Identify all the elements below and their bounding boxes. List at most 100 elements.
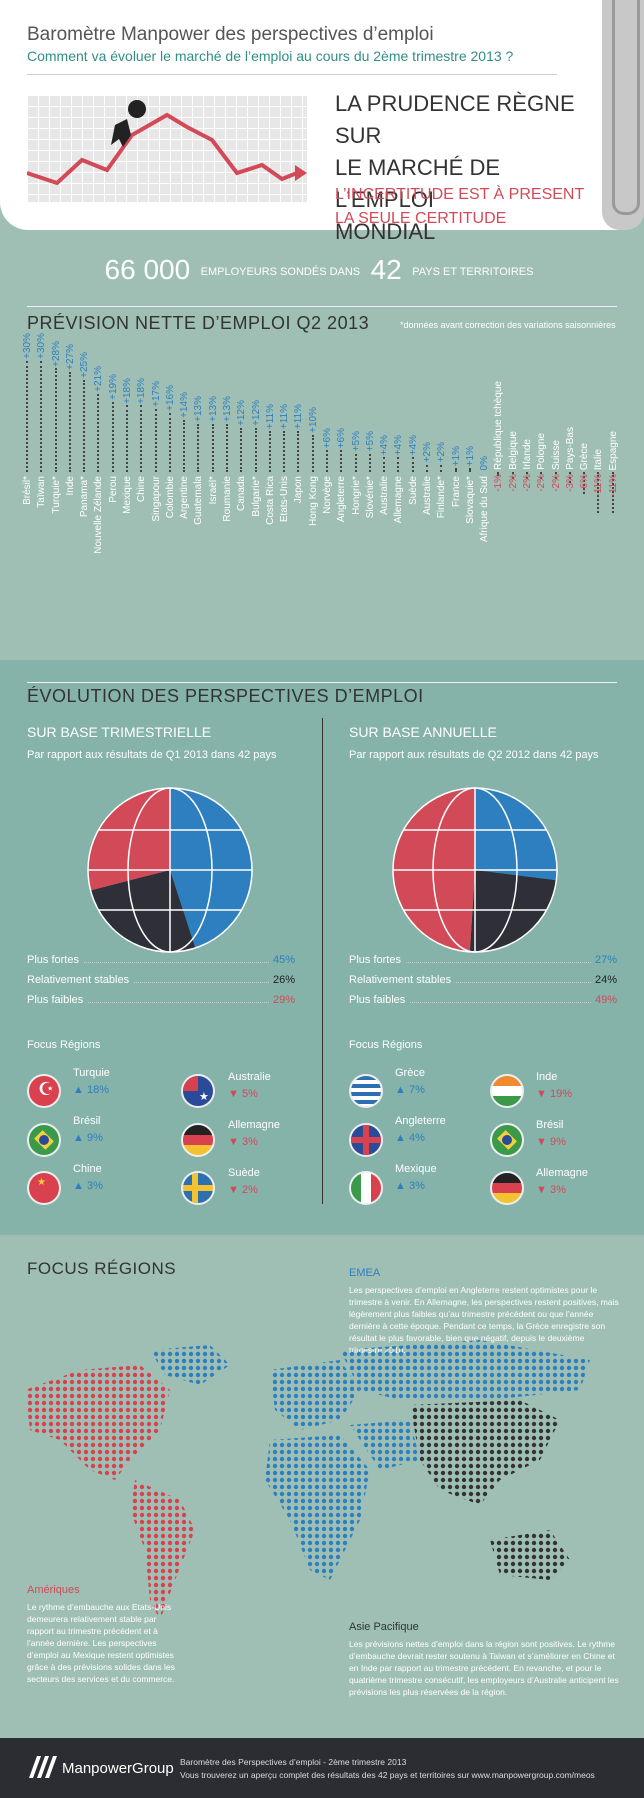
bar-column: 0% Afrique du Sud [479,340,492,640]
bar-value-label: +21% [93,366,105,393]
bar [540,472,544,480]
bar-column: +4% Allemagne [393,340,406,640]
bar-value-label: +19% [107,373,119,400]
focus-value: ▼ 2% [228,1184,258,1196]
bar-column: +5% Hongrie* [351,340,364,640]
focus-country: Chine [73,1163,102,1175]
bar-value-label: +4% [407,434,419,456]
bar-value-label: +6% [322,427,333,448]
bar-column: +14% Argentine [179,340,192,640]
bar-column: -2% Pologne [536,340,549,640]
legend-value: 26% [268,974,295,986]
globe-grid [392,787,558,953]
bar-category-label: Norvège [322,476,333,514]
apac-text: Les prévisions nettes d’emploi dans la r… [349,1639,619,1697]
bar-column: -11% Espagne [608,340,621,640]
forecast-title: PRÉVISION NETTE D’EMPLOI Q2 2013 [27,313,370,333]
bar-column: +27% Inde [65,340,78,640]
dot-leader [349,962,597,963]
bar-column: +10% Hong Kong [308,340,321,640]
footer-line: Vous trouverez un aperçu complet des rés… [180,1770,595,1780]
bar [226,423,230,472]
europe-dots [270,1360,360,1430]
focus-country: Grèce [395,1067,425,1079]
bar-value-label: +10% [307,407,319,433]
china-flag-icon: ★ [27,1171,61,1205]
bar-category-label: Finlande* [436,476,448,519]
bar [26,361,30,472]
middle-east-dots [350,1420,420,1470]
bar-column: +4% Suède [408,340,421,640]
bar-column: -3% Pays-Bas [565,340,578,640]
focus-country: Brésil [536,1119,564,1131]
emea-title: EMEA [349,1267,381,1279]
bar-column: +17% Singapour [151,340,164,640]
bar-category-label: Australie [422,476,433,515]
bar-column: +12% Canada [236,340,249,640]
bar [254,427,259,472]
bar-category-label: Perou [107,476,119,503]
bar-category-label: Italie [593,448,605,470]
bar-category-label: Slovaquie* [464,476,476,524]
bar-value-label: +13% [222,396,233,422]
forecast-bar-chart: +30% Brésil* +30% Taïwan +28% Turquie* +27% Ind… [22,333,622,640]
dot-leader [27,962,275,963]
bar-value-label: +17% [150,381,162,408]
bar-column: +6% Angleterre [336,340,349,640]
bar-value-label: +11% [279,404,291,430]
focus-value: ▲ 9% [73,1132,103,1144]
focus-country: Brésil [73,1115,101,1127]
bar-value-label: -3% [564,474,576,492]
countries-count: 42 [370,254,402,285]
divider [27,306,617,307]
bar [368,453,373,472]
australia-flag-icon: ★ [181,1074,215,1108]
forecast-note: *données avant correction des variations… [400,320,616,330]
bar-category-label: Costa Rica [264,476,276,525]
focus-value: ▼ 3% [536,1184,566,1196]
bar [211,423,216,472]
bar-column: +13% Israël* [208,340,221,640]
bar [326,449,330,472]
stats-line: 66 000 EMPLOYEURS SONDÉS DANS 42 PAYS ET… [0,254,644,286]
globe-grid [87,787,253,953]
bar [126,405,130,472]
bar-value-label: +1% [450,446,462,467]
trend-line-illustration [26,100,307,186]
bar [468,468,473,472]
focus-value: ▼ 9% [536,1136,566,1148]
bar-value-label: +18% [136,377,148,404]
focus-value: ▼ 19% [536,1088,572,1100]
paperclip-icon [602,0,644,230]
dot-leader [27,1002,275,1003]
bar-column: +2% Finlande* [436,340,449,640]
bar-column: +18% Chine [136,340,149,640]
asia-pacific-dots [410,1400,560,1505]
apac-title: Asie Pacifique [349,1621,419,1633]
focus-value: ▲ 3% [73,1180,103,1192]
bar [397,457,401,472]
bar-value-label: +5% [350,431,362,452]
bar-value-label: -2% [522,474,533,492]
headline: LA PRUDENCE RÈGNE SUR LE MARCHÉ DE L’EMP… [335,88,605,248]
bar-value-label: +6% [336,427,348,448]
bar-category-label: Chine [136,476,148,503]
focus-regions-label: Focus Régions [349,1039,423,1051]
south-america-dots [130,1480,195,1620]
bar-column: -6% Grèce [579,340,592,640]
focus-value: ▲ 18% [73,1084,109,1096]
bar-value-label: +27% [64,344,76,371]
bar-category-label: Inde [64,476,76,496]
bar-value-label: -1% [493,474,505,492]
headline-line: MONDIAL [335,219,436,244]
bar-column: +11% Japon [293,340,306,640]
brazil-flag-icon [27,1123,61,1157]
focus-country: Allemagne [536,1167,588,1179]
focus-country: Suède [228,1167,260,1179]
bar-category-label: Australie [379,476,391,515]
legend-value: 49% [590,994,617,1006]
bar [568,472,573,484]
bar-column: +28% Turquie* [51,340,64,640]
bar [168,412,173,472]
